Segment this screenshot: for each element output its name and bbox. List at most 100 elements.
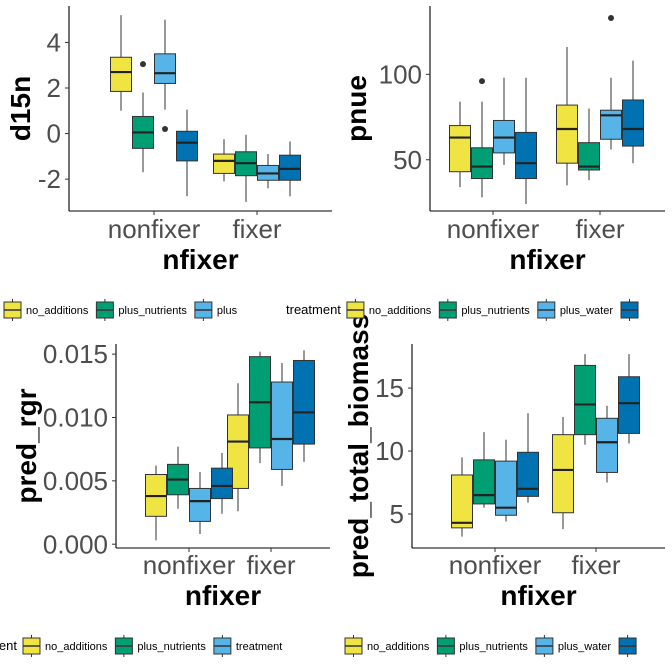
box-plus_water-fixer xyxy=(600,14,622,150)
legend-item-plus_water: plus xyxy=(194,299,238,321)
y-tick-label: 0.000 xyxy=(43,529,108,559)
box-plus_both-nonfixer xyxy=(515,77,537,205)
y-tick-label: 0.005 xyxy=(43,466,108,496)
box-plus_nutrients-fixer xyxy=(235,134,257,202)
box-plus_both-fixer xyxy=(293,350,315,462)
box-iqr xyxy=(578,142,600,171)
legend-4: no_additions plus_nutrients plus_water xyxy=(344,635,637,657)
box-no_additions-fixer xyxy=(556,47,578,186)
box-plus_water-fixer xyxy=(596,405,618,483)
outlier-point xyxy=(140,61,146,68)
legend-2: treatment no_additions plus_nutrients plus_… xyxy=(286,299,639,321)
x-axis-title: nfixer xyxy=(185,580,261,611)
x-tick-label: nonfixer xyxy=(143,550,236,580)
box-plus_nutrients-fixer xyxy=(574,354,596,445)
box-iqr xyxy=(189,487,211,522)
legend-item-label: plus_nutrients xyxy=(459,641,528,653)
box-plus_both-nonfixer xyxy=(517,413,539,503)
box-iqr xyxy=(517,451,539,497)
y-tick-label: 100 xyxy=(379,59,422,89)
legend-item-no_additions: no_additions xyxy=(344,635,430,657)
box-plus_both-fixer xyxy=(618,354,640,444)
box-plus_water-nonfixer xyxy=(154,19,176,132)
box-plus_water-fixer xyxy=(257,154,279,189)
box-iqr xyxy=(279,154,301,181)
legend-item-no_additions: no_additions xyxy=(346,299,432,321)
outlier-point xyxy=(162,126,168,132)
y-axis-title: d15n xyxy=(5,76,36,141)
box-iqr xyxy=(110,56,132,92)
legend-item-label: treatment xyxy=(236,641,282,653)
box-iqr xyxy=(515,131,537,180)
box-plus_both-fixer xyxy=(622,60,644,164)
y-tick-label: 0 xyxy=(47,119,61,149)
y-tick-label: 15 xyxy=(375,373,404,403)
box-iqr xyxy=(473,459,495,505)
box-iqr xyxy=(552,434,574,514)
box-plus_nutrients-nonfixer xyxy=(167,446,189,509)
x-axis-title: nfixer xyxy=(509,244,585,275)
legend-item-label: plus_water xyxy=(560,305,614,317)
y-tick-label: 0.015 xyxy=(43,339,108,369)
box-iqr xyxy=(622,99,644,147)
box-iqr xyxy=(600,109,622,140)
box-iqr xyxy=(293,359,315,445)
legend-item-plus_nutrients: plus_nutrients xyxy=(95,299,187,321)
y-tick-label: 4 xyxy=(47,28,61,58)
box-plus_nutrients-nonfixer xyxy=(471,78,493,198)
x-tick-label: fixer xyxy=(232,214,281,244)
box-iqr xyxy=(471,147,493,180)
box-iqr xyxy=(618,376,640,434)
legend-item-plus_water: treatment xyxy=(213,635,282,657)
box-plus_nutrients-nonfixer xyxy=(132,61,154,173)
box-iqr xyxy=(211,467,233,500)
box-plus_water-nonfixer xyxy=(189,471,211,535)
legend-item-label: plus_nutrients xyxy=(461,305,530,317)
outlier-point xyxy=(479,78,485,85)
box-plus_nutrients-fixer xyxy=(249,351,271,464)
box-iqr xyxy=(596,417,618,473)
box-iqr xyxy=(154,53,176,84)
box-plus_both-fixer xyxy=(279,141,301,197)
box-iqr xyxy=(213,153,235,174)
x-tick-label: nonfixer xyxy=(108,214,201,244)
box-no_additions-nonfixer xyxy=(110,15,132,111)
box-iqr xyxy=(574,364,596,436)
box-no_additions-nonfixer xyxy=(451,457,473,537)
legend-item-plus_both xyxy=(618,635,637,657)
legend-title: treatment xyxy=(286,302,341,317)
legend-item-no_additions: no_additions xyxy=(22,635,108,657)
y-tick-label: -2 xyxy=(38,164,61,194)
x-tick-label: nonfixer xyxy=(447,214,540,244)
x-axis-title: nfixer xyxy=(162,244,238,275)
x-tick-label: fixer xyxy=(575,214,624,244)
box-no_additions-fixer xyxy=(552,417,574,530)
box-plus_water-fixer xyxy=(271,363,293,486)
box-plus_nutrients-fixer xyxy=(578,108,600,181)
y-axis-title: pred_total_biomass xyxy=(343,314,374,579)
box-iqr xyxy=(271,381,293,470)
legend-item-label: plus_nutrients xyxy=(137,641,206,653)
legend-item-plus_nutrients: plus_nutrients xyxy=(114,635,206,657)
y-tick-label: 2 xyxy=(47,73,61,103)
legend-item-plus_water: plus_water xyxy=(537,299,614,321)
legend-1: no_additions plus_nutrients plus xyxy=(3,299,238,321)
legend-item-label: plus xyxy=(217,305,238,317)
legend-item-label: no_additions xyxy=(45,641,108,653)
legend-item-label: plus_water xyxy=(558,641,612,653)
box-iqr xyxy=(451,474,473,529)
box-plus_nutrients-nonfixer xyxy=(473,432,495,508)
box-no_additions-nonfixer xyxy=(449,101,471,188)
legend-title: eatment xyxy=(0,638,17,653)
y-tick-label: 0.010 xyxy=(43,403,108,433)
box-no_additions-fixer xyxy=(213,139,235,182)
x-tick-label: nonfixer xyxy=(449,550,542,580)
legend-item-label: no_additions xyxy=(26,305,89,317)
y-tick-label: 50 xyxy=(393,145,422,175)
y-tick-label: 5 xyxy=(390,499,404,529)
